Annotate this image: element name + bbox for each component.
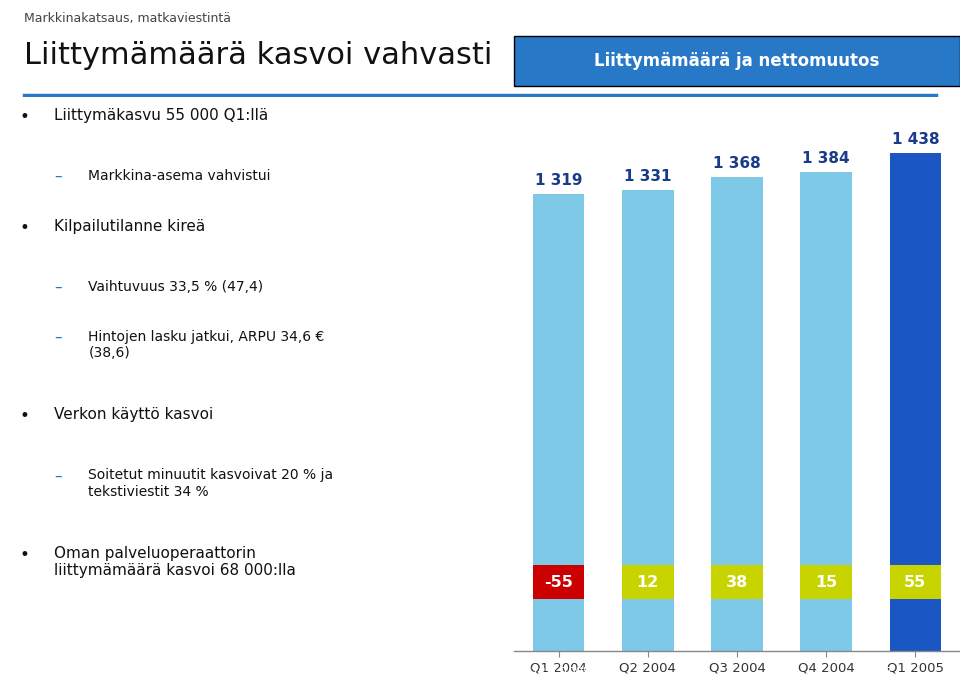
Bar: [622, 190, 674, 565]
Text: Vaihtuvuus 33,5 % (47,4): Vaihtuvuus 33,5 % (47,4): [88, 280, 263, 294]
Text: 55: 55: [904, 574, 926, 590]
Text: 1 384: 1 384: [803, 150, 850, 166]
Text: 1 438: 1 438: [892, 132, 939, 147]
Text: Verkon käyttö kasvoi: Verkon käyttö kasvoi: [54, 407, 213, 423]
Bar: [890, 153, 941, 565]
Text: Liittymämäärä kasvoi vahvasti: Liittymämäärä kasvoi vahvasti: [24, 41, 492, 70]
Circle shape: [15, 665, 50, 667]
Bar: [890, 565, 941, 599]
Bar: [711, 177, 763, 565]
Bar: [801, 565, 852, 599]
Bar: [622, 599, 674, 651]
Text: 15: 15: [815, 574, 837, 590]
Bar: [801, 172, 852, 565]
Text: –: –: [54, 169, 61, 184]
Text: Osavuosikatsaus Q1 2005, 28.4.2005: Osavuosikatsaus Q1 2005, 28.4.2005: [370, 666, 590, 678]
Text: Markkinakatsaus, matkaviestintä: Markkinakatsaus, matkaviestintä: [24, 12, 231, 25]
Text: Elisa Oyj: Elisa Oyj: [58, 666, 108, 678]
Bar: [890, 599, 941, 651]
Text: •: •: [19, 219, 30, 237]
Bar: [801, 599, 852, 651]
Text: 12: 12: [636, 574, 659, 590]
Bar: [533, 599, 585, 651]
Text: 7: 7: [885, 666, 893, 678]
Circle shape: [7, 678, 41, 679]
Text: -55: -55: [544, 574, 573, 590]
FancyBboxPatch shape: [514, 36, 960, 86]
Text: •: •: [19, 108, 30, 126]
Text: Soitetut minuutit kasvoivat 20 % ja
tekstiviestit 34 %: Soitetut minuutit kasvoivat 20 % ja teks…: [88, 468, 333, 499]
Text: •: •: [19, 407, 30, 426]
Circle shape: [0, 665, 33, 667]
Text: –: –: [54, 330, 61, 345]
Text: •: •: [19, 546, 30, 564]
Text: 1 368: 1 368: [713, 156, 761, 171]
Bar: [711, 599, 763, 651]
Text: –: –: [54, 468, 61, 484]
Text: Liittymäkasvu 55 000 Q1:llä: Liittymäkasvu 55 000 Q1:llä: [54, 108, 268, 123]
Text: 1 331: 1 331: [624, 169, 672, 184]
Text: Liittymämäärä ja nettomuutos: Liittymämäärä ja nettomuutos: [594, 52, 879, 70]
Bar: [711, 565, 763, 599]
Bar: [622, 565, 674, 599]
Text: Oman palveluoperaattorin
liittymämäärä kasvoi 68 000:lla: Oman palveluoperaattorin liittymämäärä k…: [54, 546, 296, 579]
Text: Markkina-asema vahvistui: Markkina-asema vahvistui: [88, 169, 271, 183]
Text: –: –: [54, 280, 61, 295]
Text: 38: 38: [726, 574, 748, 590]
Text: Hintojen lasku jatkui, ARPU 34,6 €
(38,6): Hintojen lasku jatkui, ARPU 34,6 € (38,6…: [88, 330, 324, 360]
Bar: [533, 565, 585, 599]
Text: 1 319: 1 319: [535, 173, 583, 188]
Text: Kilpailutilanne kireä: Kilpailutilanne kireä: [54, 219, 205, 234]
Bar: [533, 194, 585, 565]
